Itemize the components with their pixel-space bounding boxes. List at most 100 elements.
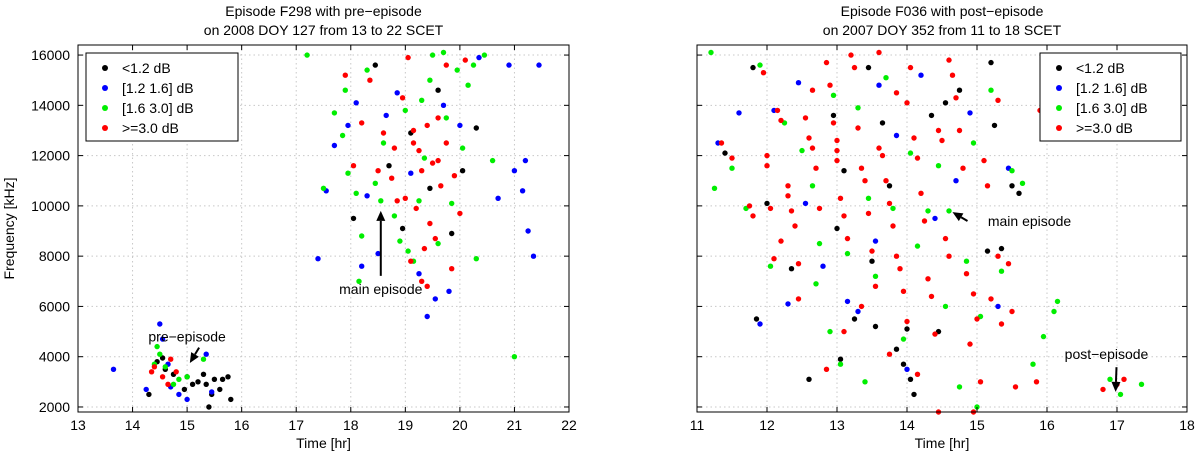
data-point [935, 127, 942, 134]
series-1-6-3-0-db [151, 49, 518, 387]
data-point [410, 140, 417, 146]
data-point [820, 263, 826, 269]
data-point [981, 157, 987, 164]
data-point [359, 120, 365, 126]
data-point [154, 343, 160, 350]
data-point [872, 283, 879, 289]
data-point [967, 110, 973, 116]
data-point [729, 155, 735, 161]
x-tick-label: 21 [507, 417, 523, 433]
data-point [410, 127, 417, 134]
y-tick-label: 12000 [31, 148, 70, 164]
data-point [876, 145, 882, 151]
data-point [911, 391, 917, 398]
data-point [785, 183, 791, 189]
data-point [443, 115, 449, 121]
data-point [855, 308, 861, 315]
data-point [865, 195, 872, 201]
data-point [932, 331, 938, 337]
series-1-2-db [722, 59, 1022, 398]
data-point [998, 268, 1005, 274]
data-point [813, 281, 819, 287]
data-point [416, 147, 422, 154]
data-point [764, 200, 770, 207]
legend-entry: >=3.0 dB [1076, 120, 1133, 136]
data-point [953, 95, 959, 101]
ticks: 11 12 13 14 15 16 17 18 [690, 45, 1195, 433]
data-point [984, 248, 991, 254]
x-tick-label: 13 [829, 417, 845, 433]
data-point [1051, 308, 1057, 315]
data-point [380, 130, 387, 136]
data-point [1019, 180, 1026, 186]
data-point [372, 62, 378, 68]
data-point [419, 168, 425, 174]
data-point [872, 238, 879, 244]
x-tick-label: 16 [1039, 417, 1055, 433]
data-point [394, 90, 400, 96]
annotations: pre−episode main episode [148, 210, 423, 363]
data-point [809, 183, 816, 189]
data-point [844, 235, 851, 242]
data-point [151, 364, 158, 370]
data-point [443, 140, 449, 146]
data-point [988, 59, 994, 66]
data-point [841, 328, 847, 335]
data-point [440, 102, 447, 109]
data-point [970, 291, 977, 297]
data-point [946, 57, 952, 63]
data-point [802, 115, 809, 121]
data-point [416, 271, 422, 277]
data-point [834, 157, 840, 164]
legend-marker [1056, 125, 1062, 131]
data-point [372, 180, 378, 186]
data-point [907, 376, 914, 382]
data-point [816, 205, 823, 212]
data-point [872, 323, 879, 330]
data-point [876, 82, 882, 88]
data-point [995, 253, 1001, 259]
data-point [883, 178, 889, 184]
data-point [225, 374, 231, 380]
data-point [416, 198, 422, 204]
data-point [380, 140, 387, 146]
data-point [970, 140, 977, 146]
data-point [427, 77, 433, 83]
data-point [886, 200, 893, 207]
legend-marker [1056, 85, 1062, 91]
data-point [711, 185, 718, 191]
data-point [378, 198, 384, 204]
data-point [435, 87, 441, 93]
ticks: 13 14 15 16 17 18 19 20 21 22 2000 4000 6000 8000 1000… [31, 45, 577, 433]
data-point [203, 381, 209, 387]
data-point [1100, 386, 1106, 393]
annotation-arrow-head [952, 212, 964, 222]
data-point [440, 49, 447, 56]
legend-entry: <1.2 dB [122, 60, 171, 76]
data-point [419, 278, 425, 284]
legend-entry: [1.6 3.0] dB [1076, 100, 1148, 116]
data-point [367, 77, 373, 83]
data-point [795, 261, 802, 267]
data-point [893, 132, 900, 139]
data-point [876, 49, 882, 56]
data-point [459, 168, 466, 174]
chart-subtitle: on 2007 DOY 352 from 11 to 18 SCET [823, 22, 1062, 38]
data-point [830, 120, 837, 126]
data-point [925, 276, 931, 282]
annotation-label: main episode [988, 213, 1071, 229]
legend-entry: [1.2 1.6] dB [1076, 80, 1148, 96]
data-point [858, 303, 865, 310]
data-point [900, 336, 907, 342]
data-point [827, 82, 833, 88]
data-point [506, 62, 512, 68]
legend: <1.2 dB [1.2 1.6] dB [1.6 3.0] dB >=3.0 dB [1039, 52, 1182, 142]
data-point [893, 346, 900, 352]
data-point [331, 110, 338, 116]
data-point [432, 296, 438, 302]
data-point [159, 374, 166, 380]
data-point [834, 137, 840, 144]
data-point [953, 178, 959, 184]
data-point [391, 213, 398, 219]
x-axis-label: Time [hr] [915, 435, 970, 451]
